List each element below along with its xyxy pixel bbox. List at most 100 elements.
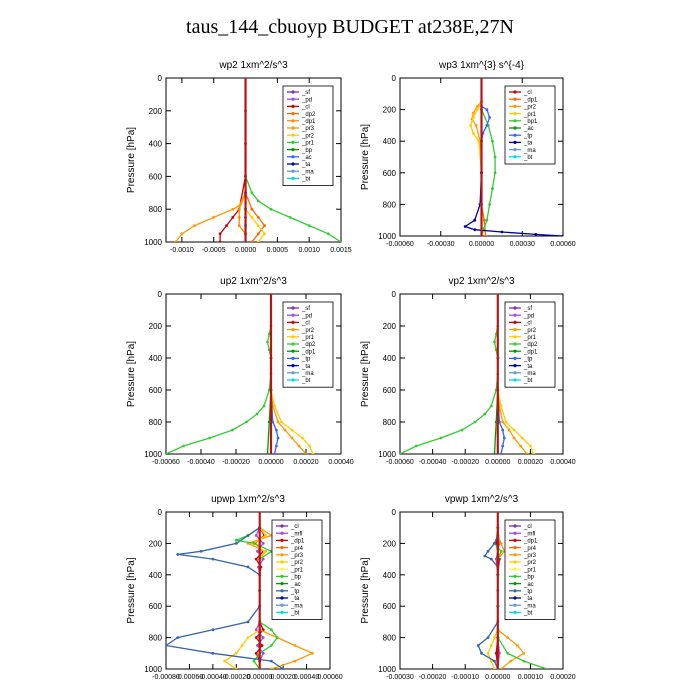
x-tick-label: -0.00030 xyxy=(427,241,455,248)
legend-label: _mfl xyxy=(523,531,535,537)
data-point xyxy=(250,207,254,211)
series-line-dp2 xyxy=(244,78,266,242)
legend-marker xyxy=(291,328,295,332)
legend-marker xyxy=(291,356,295,360)
data-point xyxy=(493,659,496,663)
chart-panel-3: up2 1xm^2/s^3 Pressure [hPa] 0 200 400 600 800… xyxy=(126,276,354,466)
y-tick-label: 400 xyxy=(383,571,397,580)
data-point xyxy=(254,557,258,561)
data-point xyxy=(493,155,497,159)
data-point xyxy=(234,651,238,655)
y-tick-label: 400 xyxy=(149,571,163,580)
y-tick-label: 200 xyxy=(383,539,397,548)
chart-title: wp2 1xm^2/s^3 xyxy=(218,60,288,71)
legend-label: _pr1 xyxy=(301,141,315,147)
data-point xyxy=(240,644,244,647)
legend-label: _dp2 xyxy=(523,342,538,348)
data-point xyxy=(166,452,168,454)
x-tick-label: 0.00060 xyxy=(317,674,342,681)
series-line-tp xyxy=(477,512,499,669)
legend-label: _dp1 xyxy=(290,539,305,545)
legend-marker xyxy=(280,610,284,615)
legend-label: _bp xyxy=(523,575,535,581)
y-tick-label: 800 xyxy=(149,634,163,643)
legend-marker xyxy=(513,313,517,317)
y-tick-label: 0 xyxy=(392,508,397,517)
data-point xyxy=(293,644,297,647)
data-point xyxy=(491,187,494,191)
plot-frame xyxy=(165,511,331,670)
x-tick-label: 0.00020 xyxy=(550,674,575,681)
legend-marker xyxy=(513,148,517,152)
legend-label: _ma xyxy=(301,371,314,377)
data-point xyxy=(307,224,311,228)
plot-frame xyxy=(399,511,564,670)
legend-marker xyxy=(291,313,295,317)
data-point xyxy=(529,444,532,448)
legend-label: _sf xyxy=(523,306,532,312)
data-point xyxy=(254,628,258,632)
data-point xyxy=(469,124,472,127)
x-tick-label: -0.00060 xyxy=(386,241,414,248)
y-tick-label: 400 xyxy=(383,137,397,146)
legend-label: _dp1 xyxy=(523,539,538,545)
data-point xyxy=(270,659,273,663)
x-tick-label: -0.00040 xyxy=(199,674,227,681)
legend-marker xyxy=(513,574,517,579)
data-point xyxy=(234,667,238,669)
legend-marker xyxy=(280,589,284,593)
legend-marker xyxy=(513,596,517,600)
data-point xyxy=(493,340,496,344)
data-point xyxy=(256,240,260,242)
data-point xyxy=(488,203,491,206)
x-tick-label: 0.00030 xyxy=(510,241,535,248)
legend-marker xyxy=(280,524,284,528)
data-point xyxy=(166,644,168,647)
legend-label: _cl xyxy=(523,524,532,530)
data-point xyxy=(264,534,267,537)
data-point xyxy=(476,108,479,111)
x-tick-label: -0.00020 xyxy=(222,674,250,681)
data-point xyxy=(499,452,503,454)
data-point xyxy=(489,557,493,561)
data-point xyxy=(218,232,222,236)
legend-label: _bp xyxy=(290,575,302,581)
legend-label: _tp xyxy=(523,133,533,139)
chart-panel-6: vpwp 1xm^2/s^3 Pressure [hPa] 0 200 400 600 80… xyxy=(360,494,576,681)
data-point xyxy=(561,234,563,236)
data-point xyxy=(182,444,185,448)
data-point xyxy=(519,444,522,448)
legend-marker xyxy=(280,603,284,607)
legend-label: _bp xyxy=(301,148,313,154)
legend-marker xyxy=(513,378,517,382)
legend-marker xyxy=(291,306,295,310)
x-tick-label: -0.00060 xyxy=(176,674,204,681)
legend-marker xyxy=(513,328,517,332)
data-point xyxy=(516,644,519,647)
data-point xyxy=(311,651,314,655)
legend-marker xyxy=(513,155,517,159)
legend-label: _pr3 xyxy=(290,553,304,559)
y-tick-label: 1000 xyxy=(144,665,162,674)
y-tick-label: 800 xyxy=(383,200,397,209)
data-point xyxy=(176,636,180,639)
x-tick-label: 0.00000 xyxy=(247,674,272,681)
legend-marker xyxy=(513,610,517,615)
legend-label: _pr2 xyxy=(290,560,304,566)
legend-marker xyxy=(291,371,295,375)
data-point xyxy=(261,651,265,655)
data-point xyxy=(400,452,402,454)
x-tick-label: -0.00080 xyxy=(152,674,180,681)
y-tick-label: 800 xyxy=(149,205,163,214)
legend-label: _cl xyxy=(523,321,532,327)
data-point xyxy=(472,131,475,135)
legend-label: _bp1 xyxy=(523,119,538,125)
series-line-pr2 xyxy=(244,78,266,242)
data-point xyxy=(254,636,258,639)
data-point xyxy=(491,139,494,143)
x-tick-label: 0.00000 xyxy=(485,674,510,681)
data-point xyxy=(500,230,504,234)
y-tick-label: 400 xyxy=(383,354,397,363)
chart-panel-2: wp3 1xm^{3} s^{-4} Pressure [hPa] 0 200 400 6… xyxy=(360,60,576,248)
